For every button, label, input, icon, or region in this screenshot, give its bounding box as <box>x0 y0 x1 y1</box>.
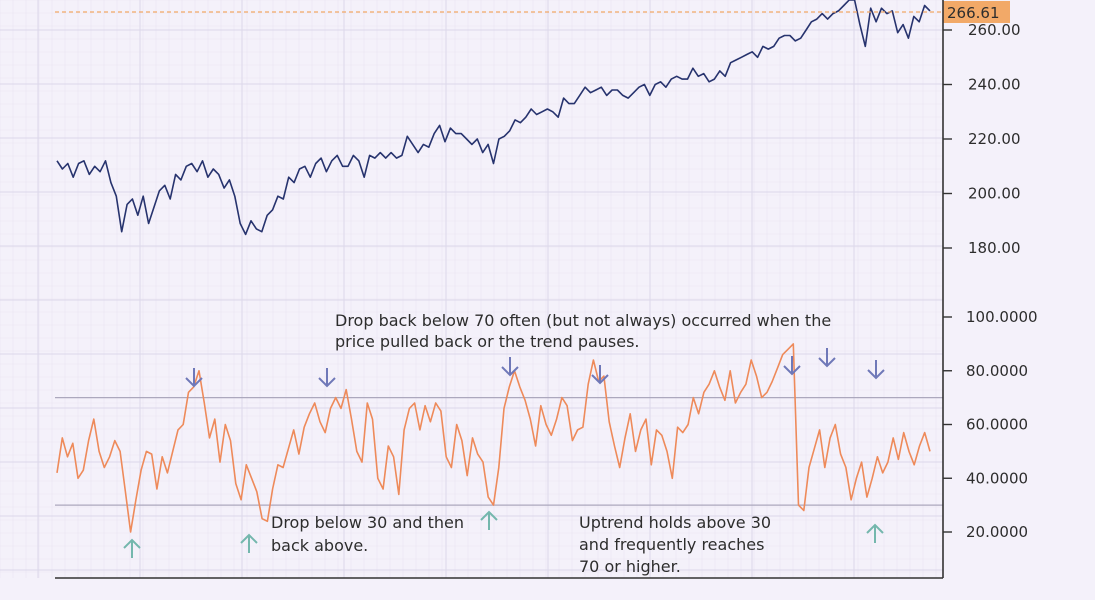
last-price-tag <box>943 0 1010 23</box>
price-axis-ticks: 180.00 200.00 220.00 240.00 260.00 <box>943 21 1021 257</box>
major-grid <box>0 0 943 578</box>
annotation-right-line2: and frequently reaches <box>579 535 764 554</box>
up-arrow-icon <box>866 523 884 543</box>
down-arrow-icon <box>185 368 203 388</box>
price-tick-label: 220.00 <box>968 130 1021 148</box>
price-series-line <box>56 0 931 236</box>
price-tick-label: 240.00 <box>968 76 1021 94</box>
down-arrow-icon <box>783 356 801 376</box>
signal-arrows <box>123 348 885 558</box>
down-arrow-icon <box>818 348 836 368</box>
down-arrow-icon <box>501 357 519 377</box>
annotation-top-line1: Drop back below 70 often (but not always… <box>335 311 831 330</box>
annotation-right-line1: Uptrend holds above 30 <box>579 513 771 532</box>
annotation-mid-line2: back above. <box>271 536 368 555</box>
up-arrow-icon <box>123 538 141 558</box>
down-arrow-icon <box>867 360 885 380</box>
last-price-tag-label: 266.61 <box>947 4 1000 22</box>
minor-grid <box>0 0 943 578</box>
rsi-series-line <box>56 343 931 533</box>
annotation-right-line3: 70 or higher. <box>579 557 681 576</box>
annotation-mid-line1: Drop below 30 and then <box>271 513 464 532</box>
up-arrow-icon <box>240 533 258 553</box>
rsi-tick-label: 80.0000 <box>966 362 1028 380</box>
rsi-tick-label: 40.0000 <box>966 469 1028 487</box>
rsi-tick-label: 20.0000 <box>966 523 1028 541</box>
rsi-reference-lines <box>55 397 943 506</box>
annotation-top-line2: price pulled back or the trend pauses. <box>335 332 640 351</box>
rsi-tick-label: 60.0000 <box>966 416 1028 434</box>
rsi-tick-label: 100.0000 <box>966 308 1038 326</box>
up-arrow-icon <box>480 510 498 530</box>
price-tick-label: 180.00 <box>968 239 1021 257</box>
price-tick-label: 260.00 <box>968 21 1021 39</box>
rsi-axis-ticks: 20.0000 40.0000 60.0000 80.0000 100.0000 <box>943 308 1038 541</box>
down-arrow-icon <box>591 365 609 385</box>
price-tick-label: 200.00 <box>968 185 1021 203</box>
down-arrow-icon <box>318 368 336 388</box>
